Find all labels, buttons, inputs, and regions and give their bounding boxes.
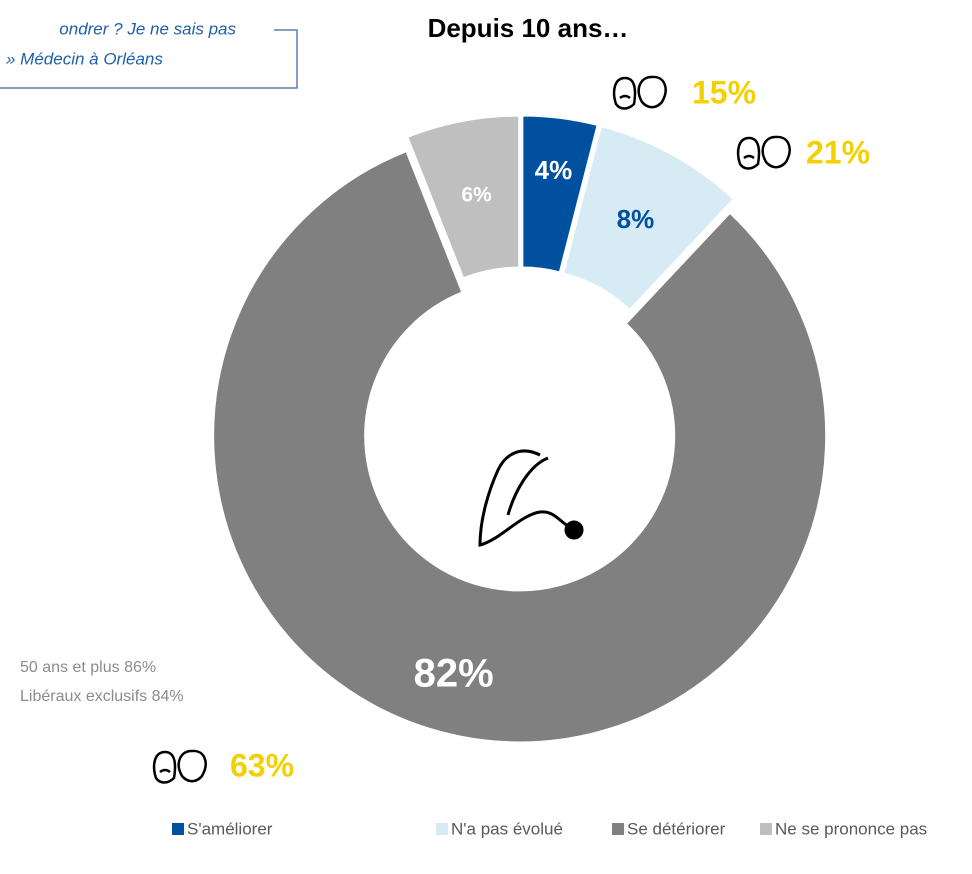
legend-label: Se détériorer — [627, 819, 726, 838]
value-label: 6% — [461, 183, 492, 206]
legend-swatch — [436, 823, 448, 835]
note-line: ondrer ? Je ne sais pas — [59, 19, 236, 38]
legend-swatch — [760, 823, 772, 835]
subgroup-note: 50 ans et plus 86% — [20, 659, 156, 676]
legend-label: N'a pas évolué — [451, 819, 563, 838]
subgroup-value: 21% — [806, 134, 870, 170]
face — [612, 76, 637, 110]
subgroup-value: 15% — [692, 74, 756, 110]
subgroup-note: Libéraux exclusifs 84% — [20, 688, 184, 705]
legend-swatch — [172, 823, 184, 835]
donut-segment — [560, 123, 737, 313]
value-label: 82% — [414, 651, 494, 695]
legend-label: Ne se prononce pas — [775, 819, 927, 838]
stethoscope-icon — [478, 449, 584, 547]
note-line: » Médecin à Orléans — [6, 49, 163, 68]
donut-segment — [520, 113, 601, 275]
note-box — [0, 29, 298, 89]
face — [152, 750, 177, 784]
donut-segment — [211, 148, 829, 745]
subgroup-value: 63% — [230, 747, 294, 783]
legend-swatch — [612, 823, 624, 835]
value-label: 4% — [535, 155, 573, 185]
legend-label: S'améliorer — [187, 819, 273, 838]
face — [761, 135, 791, 169]
chart-title: Depuis 10 ans… — [428, 13, 629, 43]
value-label: 8% — [617, 204, 655, 234]
face-icons — [152, 75, 791, 784]
donut-segment — [404, 113, 522, 281]
face — [177, 749, 207, 783]
face — [637, 75, 667, 109]
face — [736, 136, 761, 170]
